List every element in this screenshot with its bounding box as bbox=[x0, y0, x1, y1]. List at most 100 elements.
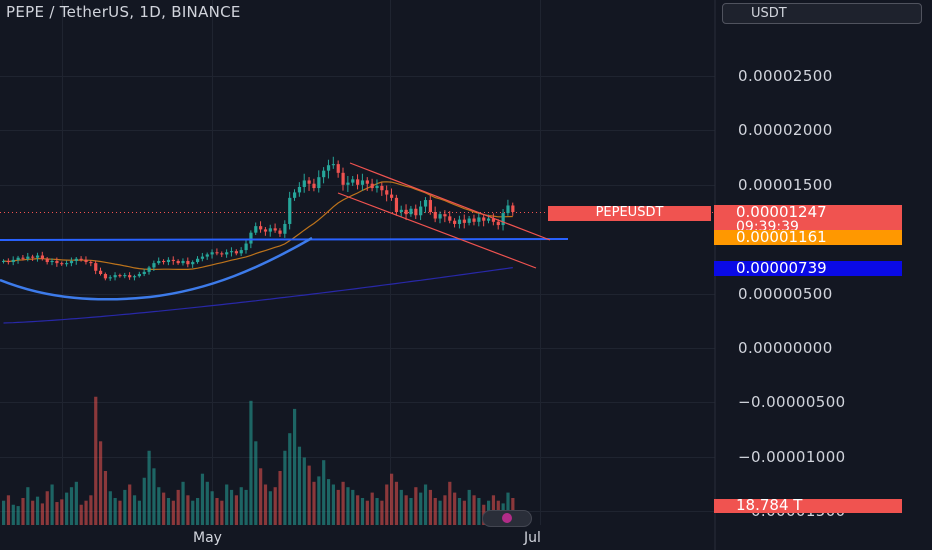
volume-bar bbox=[331, 484, 335, 525]
volume-bar bbox=[268, 491, 272, 525]
volume-bar bbox=[438, 500, 442, 525]
volume-bar bbox=[336, 489, 340, 525]
candle-body bbox=[360, 180, 365, 185]
volume-bar bbox=[31, 500, 35, 525]
volume-bar bbox=[394, 481, 399, 525]
volume-bar bbox=[457, 498, 462, 525]
volume-bar bbox=[433, 498, 437, 525]
volume-bar bbox=[317, 476, 321, 525]
candle-body bbox=[99, 270, 103, 275]
volume-bar bbox=[385, 484, 389, 525]
ma-short-badge: 0.00001161 bbox=[714, 230, 902, 245]
candle-body bbox=[152, 263, 156, 268]
candle-body bbox=[375, 185, 379, 189]
volume-bar bbox=[40, 503, 44, 525]
volume-bar bbox=[326, 479, 331, 525]
candle-body bbox=[467, 218, 471, 223]
candle-body bbox=[322, 170, 326, 178]
volume-bar bbox=[142, 477, 146, 525]
candle-body bbox=[317, 177, 321, 189]
volume-bar bbox=[152, 468, 156, 525]
candle-body bbox=[254, 226, 258, 233]
volume-bar bbox=[462, 500, 466, 525]
replay-icon[interactable] bbox=[482, 510, 532, 527]
candle-body bbox=[312, 183, 316, 189]
candle-body bbox=[6, 260, 11, 263]
rounding-bottom-arc[interactable] bbox=[0, 236, 313, 301]
candle-body bbox=[453, 220, 457, 224]
volume-bar bbox=[45, 491, 49, 525]
candle-body bbox=[79, 258, 83, 260]
candle-body bbox=[16, 257, 20, 260]
candle-body bbox=[370, 183, 374, 189]
support-horizontal-line[interactable] bbox=[0, 238, 569, 241]
candle-body bbox=[326, 165, 331, 171]
price-tick-label: −0.00000500 bbox=[738, 393, 846, 412]
candle-body bbox=[142, 271, 146, 275]
volume-bar bbox=[171, 500, 175, 525]
candle-body bbox=[331, 164, 335, 166]
volume-bar bbox=[2, 500, 6, 525]
candle-body bbox=[31, 256, 35, 258]
volume-bar bbox=[244, 489, 248, 525]
candle-body bbox=[234, 251, 238, 254]
volume-badge: 18.784 T bbox=[714, 498, 902, 513]
volume-bar bbox=[99, 441, 103, 525]
volume-bar bbox=[249, 400, 253, 525]
volume-bar bbox=[297, 446, 302, 525]
candle-body bbox=[278, 230, 282, 234]
price-tick-label: −0.00001000 bbox=[738, 447, 846, 466]
candle-body bbox=[482, 217, 486, 221]
volume-bar bbox=[196, 498, 200, 525]
volume-bar bbox=[84, 500, 88, 525]
volume-bar bbox=[215, 498, 219, 525]
candle-body bbox=[404, 209, 408, 215]
candle-body bbox=[472, 218, 476, 222]
candle-body bbox=[501, 213, 505, 226]
symbol-price-label: PEPEUSDT bbox=[548, 206, 711, 221]
volume-bar bbox=[477, 498, 481, 525]
candle-body bbox=[215, 252, 219, 254]
volume-bar bbox=[11, 504, 15, 525]
currency-button[interactable]: USDT bbox=[722, 3, 922, 24]
volume-bar bbox=[448, 481, 452, 525]
volume-bar bbox=[419, 492, 423, 525]
channel-lower-line[interactable] bbox=[337, 192, 537, 269]
candle-body bbox=[268, 228, 272, 232]
candle-body bbox=[419, 206, 423, 216]
candle-body bbox=[94, 263, 98, 271]
candle-body bbox=[356, 179, 360, 185]
candle-body bbox=[336, 164, 340, 173]
channel-upper-line[interactable] bbox=[349, 162, 551, 241]
candle-body bbox=[191, 262, 195, 265]
price-tick-label: 0.00000000 bbox=[738, 339, 833, 357]
candle-body bbox=[84, 259, 88, 263]
volume-bar bbox=[147, 450, 151, 525]
candle-body bbox=[2, 260, 6, 262]
volume-bar bbox=[293, 408, 297, 525]
volume-bar bbox=[351, 489, 355, 525]
candle-body bbox=[181, 260, 185, 264]
symbol-title[interactable]: PEPE / TetherUS, 1D, BINANCE bbox=[6, 3, 241, 21]
volume-bar bbox=[26, 487, 30, 525]
volume-bar bbox=[443, 495, 447, 525]
volume-bar bbox=[259, 468, 263, 525]
volume-bar bbox=[128, 484, 132, 525]
candle-body bbox=[346, 182, 350, 185]
candle-body bbox=[55, 260, 59, 264]
candle-body bbox=[166, 259, 171, 263]
volume-bar bbox=[108, 491, 112, 525]
candle-body bbox=[457, 219, 462, 224]
ma-short-line bbox=[3, 181, 513, 270]
candle-body bbox=[491, 218, 496, 222]
volume-bar bbox=[74, 481, 78, 525]
volume-bar bbox=[21, 498, 25, 525]
ma-long-line bbox=[3, 267, 513, 324]
price-tick-label: 0.00001500 bbox=[738, 175, 833, 194]
volume-bar bbox=[370, 492, 374, 525]
candle-body bbox=[487, 218, 491, 221]
volume-bar bbox=[132, 495, 137, 525]
candle-body bbox=[35, 255, 40, 258]
volume-bar bbox=[414, 487, 418, 525]
candle-body bbox=[423, 200, 428, 207]
